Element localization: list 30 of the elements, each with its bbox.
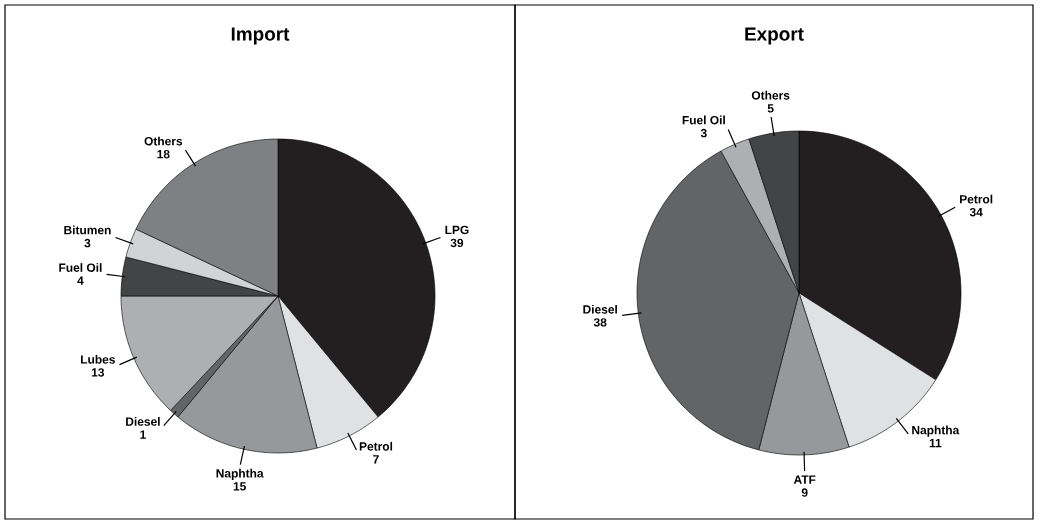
data-label: 3 <box>700 128 707 138</box>
chart-title: Export <box>745 27 804 45</box>
chart-title: Import <box>231 27 290 45</box>
data-label: 1 <box>140 430 146 439</box>
slice-label: Bitumen <box>64 225 111 235</box>
data-label: 4 <box>77 276 84 285</box>
slice-label: Fuel Oil <box>59 263 102 272</box>
slice-label: Others <box>751 90 790 100</box>
slice-label: ATF <box>793 475 816 484</box>
data-label: 5 <box>767 104 774 113</box>
data-label: 13 <box>91 368 105 377</box>
slice-label: Naphtha <box>912 425 960 437</box>
slice-label: Fuel Oil <box>682 115 725 125</box>
slice-label: Diesel <box>126 417 160 426</box>
data-label: 11 <box>929 438 942 448</box>
data-label: 18 <box>157 149 170 159</box>
data-label: 9 <box>801 488 808 497</box>
slice-label: Petrol <box>359 441 393 451</box>
slice-label: Diesel <box>583 304 617 314</box>
slice-label: LPG <box>445 225 469 235</box>
slice-label: Naphtha <box>216 468 264 480</box>
slice-label: Petrol <box>960 194 993 204</box>
data-label: 15 <box>233 482 246 491</box>
data-label: 34 <box>969 207 983 217</box>
data-label: 39 <box>450 238 464 248</box>
slice-label: Others <box>144 136 183 146</box>
slice-label: Lubes <box>81 354 115 364</box>
data-label: 38 <box>593 318 607 327</box>
data-label: 3 <box>84 238 91 248</box>
data-label: 7 <box>373 455 379 464</box>
